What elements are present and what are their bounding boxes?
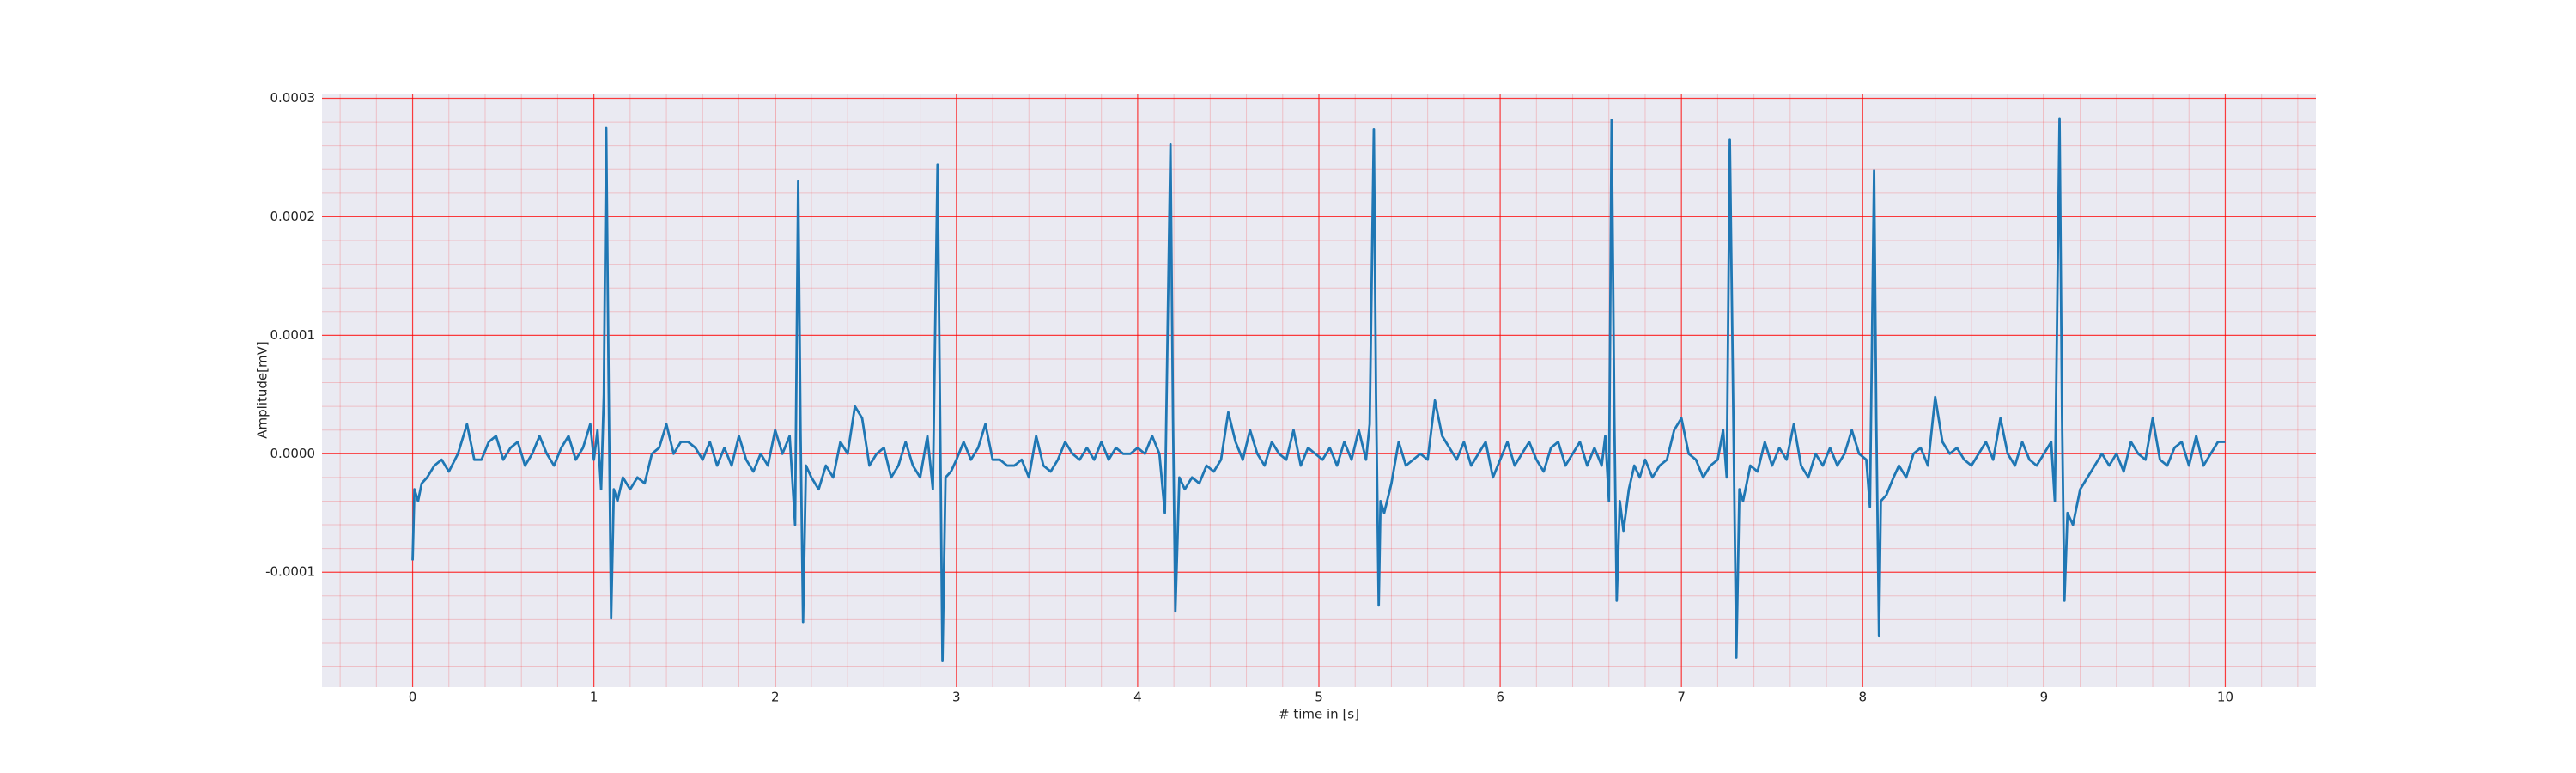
y-tick-label: 0.0003: [270, 90, 316, 106]
y-tick-label: 0.0001: [270, 327, 316, 343]
x-tick-label: 8: [1858, 690, 1867, 705]
x-tick-label: 3: [952, 690, 961, 705]
y-tick-label: 0.0000: [270, 446, 316, 461]
x-tick-label: 0: [409, 690, 417, 705]
grid: [322, 94, 2316, 687]
y-tick-label: -0.0001: [265, 564, 315, 580]
x-tick-label: 1: [590, 690, 598, 705]
x-tick-label: 5: [1315, 690, 1323, 705]
x-tick-label: 2: [771, 690, 780, 705]
x-tick-label: 7: [1677, 690, 1686, 705]
x-tick-label: 10: [2217, 690, 2233, 705]
signal-line: [411, 117, 2226, 663]
x-tick-label: 6: [1496, 690, 1504, 705]
y-tick-label: 0.0002: [270, 209, 316, 224]
y-axis-label: Amplitude[mV]: [255, 341, 270, 438]
x-tick-label: 4: [1133, 690, 1142, 705]
x-axis-label: # time in [s]: [1279, 707, 1359, 722]
x-tick-label: 9: [2040, 690, 2049, 705]
